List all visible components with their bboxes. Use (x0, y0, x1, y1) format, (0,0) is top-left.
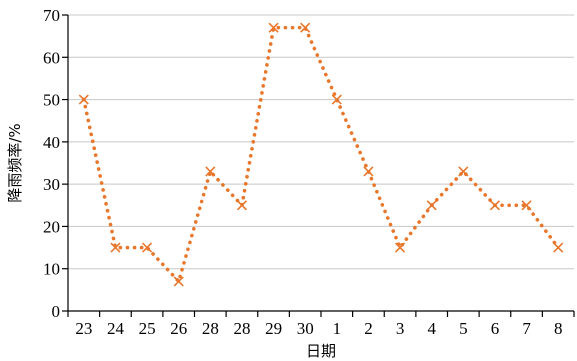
data-point-marker (268, 22, 279, 33)
data-point-marker (426, 200, 437, 211)
x-tick-label: 4 (427, 319, 436, 338)
x-tick-label: 25 (139, 319, 156, 338)
data-point-marker (300, 22, 311, 33)
x-tick-label: 8 (554, 319, 563, 338)
series-line (82, 25, 560, 284)
y-tick-label: 60 (43, 48, 60, 67)
x-tick-label: 7 (522, 319, 531, 338)
x-tick-label: 28 (233, 319, 250, 338)
x-tick-label: 23 (75, 319, 92, 338)
y-axis-tick-labels: 0 10 20 30 40 50 60 70 (43, 6, 60, 321)
data-point-marker (173, 276, 184, 287)
y-tick-label: 10 (43, 260, 60, 279)
data-point-marker (363, 166, 374, 177)
x-tick-label: 26 (170, 319, 187, 338)
x-tick-label: 28 (202, 319, 219, 338)
y-tick-label: 50 (43, 91, 60, 110)
data-point-marker (394, 242, 406, 253)
data-point-marker (78, 94, 89, 105)
data-point-marker (236, 200, 248, 211)
data-point-marker (458, 166, 469, 177)
x-tick-label: 2 (364, 319, 373, 338)
gridlines (68, 14, 574, 270)
y-tick-label: 20 (43, 217, 60, 236)
y-axis-label: 降雨频率/% (6, 123, 24, 202)
x-tick-label: 1 (333, 319, 342, 338)
data-point-marker (331, 94, 342, 105)
x-tick-label: 30 (297, 319, 314, 338)
x-tick-label: 29 (265, 319, 282, 338)
axes (62, 14, 575, 317)
x-tick-label: 6 (491, 319, 500, 338)
data-point-marker (553, 242, 564, 253)
y-tick-label: 40 (43, 133, 60, 152)
x-axis-label: 日期 (306, 342, 336, 360)
data-point-marker (205, 166, 216, 177)
y-tick-label: 70 (43, 6, 60, 25)
x-tick-label: 5 (459, 319, 468, 338)
data-point-marker (141, 242, 153, 253)
x-tick-label: 24 (107, 319, 125, 338)
x-axis-tick-labels: 23 24 25 26 28 28 29 30 1 2 3 4 5 6 7 8 (75, 319, 562, 338)
data-point-marker (521, 200, 532, 211)
y-tick-label: 30 (43, 175, 60, 194)
data-point-marker (110, 242, 121, 253)
data-point-marker (489, 200, 501, 211)
y-tick-label: 0 (52, 302, 61, 321)
data-series (78, 22, 564, 287)
x-tick-label: 3 (396, 319, 405, 338)
